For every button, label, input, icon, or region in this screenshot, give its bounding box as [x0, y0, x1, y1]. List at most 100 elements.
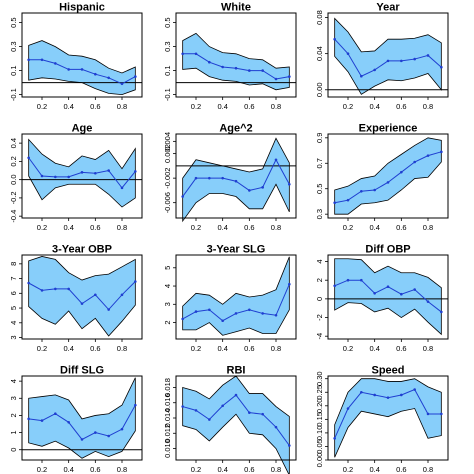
estimate-point [120, 427, 124, 431]
y-tick-label: 0.20 [315, 399, 324, 414]
estimate-point [288, 182, 291, 186]
x-tick-label: 0.2 [37, 223, 47, 232]
estimate-point [373, 188, 376, 192]
estimate-point [413, 160, 416, 164]
confidence-band [28, 256, 136, 337]
y-tick-label: 3 [163, 302, 172, 306]
estimate-point [333, 437, 336, 440]
y-tick-label: 0.5 [163, 17, 172, 27]
estimate-point [261, 69, 264, 72]
estimate-point [67, 287, 70, 291]
confidence-band [182, 375, 290, 474]
y-tick-label: 0.05 [315, 439, 324, 454]
x-tick-label: 0.4 [63, 102, 73, 111]
estimate-point [400, 59, 403, 63]
estimate-point [120, 293, 124, 297]
plot-frame [327, 12, 449, 98]
estimate-point [208, 418, 211, 421]
x-tick-label: 0.4 [369, 223, 379, 232]
estimate-point [194, 52, 198, 56]
estimate-point [360, 278, 363, 282]
y-tick-label: 6 [9, 291, 18, 295]
estimate-point [274, 77, 278, 81]
y-tick-label: 4 [315, 259, 324, 263]
y-tick-label: 8 [9, 262, 18, 266]
y-tick-label: 0.010 [163, 439, 172, 458]
y-tick-label: 1 [9, 430, 18, 434]
estimate-point [346, 198, 350, 202]
y-tick-label: 0.00 [315, 453, 324, 468]
confidence-band [334, 258, 442, 336]
x-tick-label: 0.6 [396, 223, 406, 232]
estimate-point [54, 412, 57, 416]
y-tick-label: 0.016 [163, 393, 172, 412]
estimate-point [346, 278, 350, 282]
estimate-point [360, 74, 363, 78]
y-tick-label: -0.006 [163, 192, 172, 213]
estimate-point [248, 308, 251, 312]
panel-white: White 0.2 0.4 0.6 0.8 -0.1 0.1 0.3 0.5 [163, 2, 297, 111]
estimate-point [40, 174, 44, 178]
y-tick-label: 4 [9, 379, 18, 383]
panel-title: Hispanic [59, 2, 105, 14]
x-tick-label: 0.6 [396, 465, 406, 474]
estimate-point [440, 65, 443, 69]
estimate-point [94, 171, 97, 175]
x-tick-label: 0.2 [191, 465, 201, 474]
estimate-point [288, 282, 291, 286]
x-tick-label: 0.4 [369, 465, 379, 474]
panel-year: Year 0.2 0.4 0.6 0.8 0.00 0.04 0.08 [315, 2, 449, 111]
y-tick-label: 0.7 [315, 158, 324, 168]
y-tick-label: 0.2 [9, 156, 18, 166]
estimate-point [27, 281, 30, 285]
estimate-point [413, 388, 416, 391]
x-tick-label: 0.6 [90, 344, 100, 353]
x-tick-label: 0.6 [90, 223, 100, 232]
panel-3-year-slg: 3-Year SLG 0.2 0.4 0.6 0.8 2 3 4 5 [163, 244, 297, 353]
estimate-point [386, 396, 390, 399]
estimate-point [248, 69, 251, 72]
y-tick-label: 2 [315, 278, 324, 282]
panel-title: Year [376, 2, 400, 14]
y-tick-label: 0.1 [163, 65, 172, 75]
estimate-point [234, 179, 238, 183]
estimate-point [27, 417, 30, 421]
estimate-point [221, 65, 224, 69]
estimate-point [413, 288, 416, 291]
estimate-point [221, 404, 224, 408]
estimate-point [181, 405, 184, 408]
x-tick-label: 0.6 [90, 102, 100, 111]
y-tick-label: 4 [9, 321, 18, 325]
x-tick-label: 0.8 [271, 223, 281, 232]
estimate-point [440, 412, 443, 416]
x-tick-label: 0.8 [271, 102, 281, 111]
panel-3-year-obp: 3-Year OBP 0.2 0.4 0.6 0.8 3 4 5 6 7 8 [9, 244, 143, 353]
x-tick-label: 0.8 [117, 102, 127, 111]
estimate-point [373, 68, 376, 72]
panel-title: 3-Year SLG [207, 244, 266, 256]
estimate-point [261, 312, 264, 315]
estimate-point [248, 189, 251, 192]
x-tick-label: 0.2 [343, 465, 353, 474]
plot-frame [21, 133, 143, 219]
y-tick-label: 3 [9, 335, 18, 339]
x-tick-label: 0.8 [423, 102, 433, 111]
y-tick-label: 0.25 [315, 385, 324, 400]
estimate-point [181, 52, 184, 56]
x-tick-label: 0.2 [191, 102, 201, 111]
panel-experience: Experience 0.2 0.4 0.6 0.8 0.3 0.5 0.7 0.9 [315, 123, 449, 232]
y-tick-label: 4 [163, 284, 172, 288]
estimate-point [274, 425, 278, 429]
y-tick-label: 0.08 [315, 10, 324, 25]
estimate-point [94, 293, 97, 297]
estimate-point [67, 175, 70, 179]
panel-title: Speed [371, 365, 404, 377]
plot-frame [175, 12, 297, 98]
estimate-point [94, 72, 97, 76]
panel-speed: Speed 0.2 0.4 0.6 0.8 0.000.050.100.150.200.2… [315, 365, 449, 474]
estimate-point [288, 75, 291, 78]
plot-frame [327, 133, 449, 219]
estimate-point [261, 412, 264, 416]
